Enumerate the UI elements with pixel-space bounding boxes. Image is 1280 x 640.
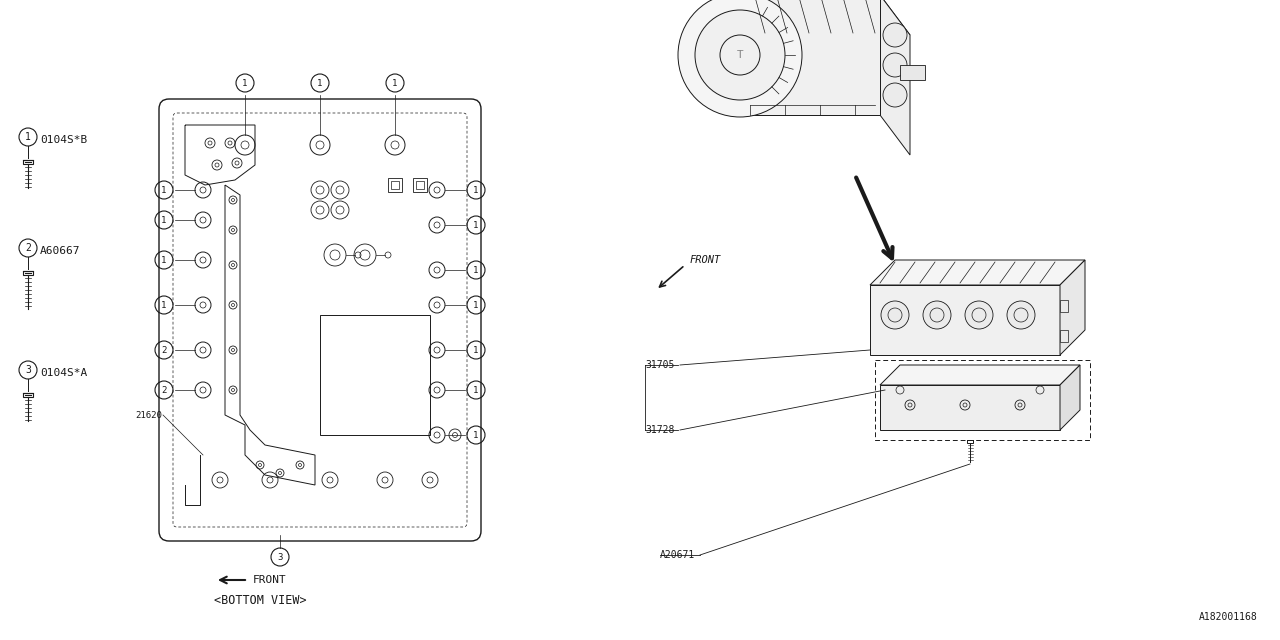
- Text: 1: 1: [161, 301, 166, 310]
- Text: 1: 1: [242, 79, 248, 88]
- Text: 1: 1: [474, 221, 479, 230]
- Bar: [1060, 300, 1068, 312]
- Circle shape: [883, 23, 908, 47]
- Polygon shape: [870, 285, 1060, 355]
- Bar: [413, 178, 428, 192]
- Text: 1: 1: [161, 255, 166, 264]
- Text: A60667: A60667: [40, 246, 81, 256]
- Text: A182001168: A182001168: [1199, 612, 1258, 622]
- Circle shape: [881, 301, 909, 329]
- Text: 2: 2: [161, 346, 166, 355]
- Text: 1: 1: [474, 301, 479, 310]
- Bar: [320, 315, 430, 435]
- Text: 0104S*A: 0104S*A: [40, 368, 87, 378]
- Text: 1: 1: [474, 385, 479, 394]
- Text: 21620: 21620: [136, 410, 163, 419]
- Text: A20671: A20671: [660, 550, 695, 560]
- Text: 1: 1: [26, 132, 31, 142]
- Polygon shape: [881, 385, 1060, 430]
- Polygon shape: [740, 0, 910, 35]
- Text: FRONT: FRONT: [690, 255, 721, 265]
- Bar: [388, 178, 402, 192]
- Text: 31728: 31728: [645, 425, 675, 435]
- Text: 0104S*B: 0104S*B: [40, 135, 87, 145]
- Text: 1: 1: [317, 79, 323, 88]
- Text: 1: 1: [474, 186, 479, 195]
- Text: 1: 1: [392, 79, 398, 88]
- Text: 3: 3: [26, 365, 31, 375]
- Polygon shape: [740, 0, 881, 115]
- Circle shape: [1007, 301, 1036, 329]
- Polygon shape: [1060, 365, 1080, 430]
- Text: 31705: 31705: [645, 360, 675, 370]
- Circle shape: [883, 53, 908, 77]
- Bar: [1060, 330, 1068, 342]
- Bar: [966, 440, 973, 443]
- Circle shape: [695, 10, 785, 100]
- Bar: [23, 271, 33, 275]
- Text: 2: 2: [161, 385, 166, 394]
- Polygon shape: [870, 260, 1085, 285]
- Text: <BOTTOM VIEW>: <BOTTOM VIEW>: [214, 593, 306, 607]
- Circle shape: [678, 0, 803, 117]
- Text: 3: 3: [278, 552, 283, 561]
- Bar: [876, 360, 1091, 440]
- Circle shape: [965, 301, 993, 329]
- Bar: [23, 160, 33, 164]
- Text: 2: 2: [26, 243, 31, 253]
- Circle shape: [883, 83, 908, 107]
- Text: T: T: [736, 50, 744, 60]
- Text: 1: 1: [161, 216, 166, 225]
- Bar: [900, 65, 925, 80]
- Polygon shape: [1060, 260, 1085, 355]
- Bar: [23, 393, 33, 397]
- Text: FRONT: FRONT: [253, 575, 287, 585]
- Circle shape: [923, 301, 951, 329]
- Text: 1: 1: [474, 346, 479, 355]
- Text: 1: 1: [474, 266, 479, 275]
- Text: 1: 1: [161, 186, 166, 195]
- Text: 1: 1: [474, 431, 479, 440]
- Bar: [390, 181, 399, 189]
- Bar: [416, 181, 424, 189]
- Polygon shape: [881, 0, 910, 155]
- Polygon shape: [881, 365, 1080, 385]
